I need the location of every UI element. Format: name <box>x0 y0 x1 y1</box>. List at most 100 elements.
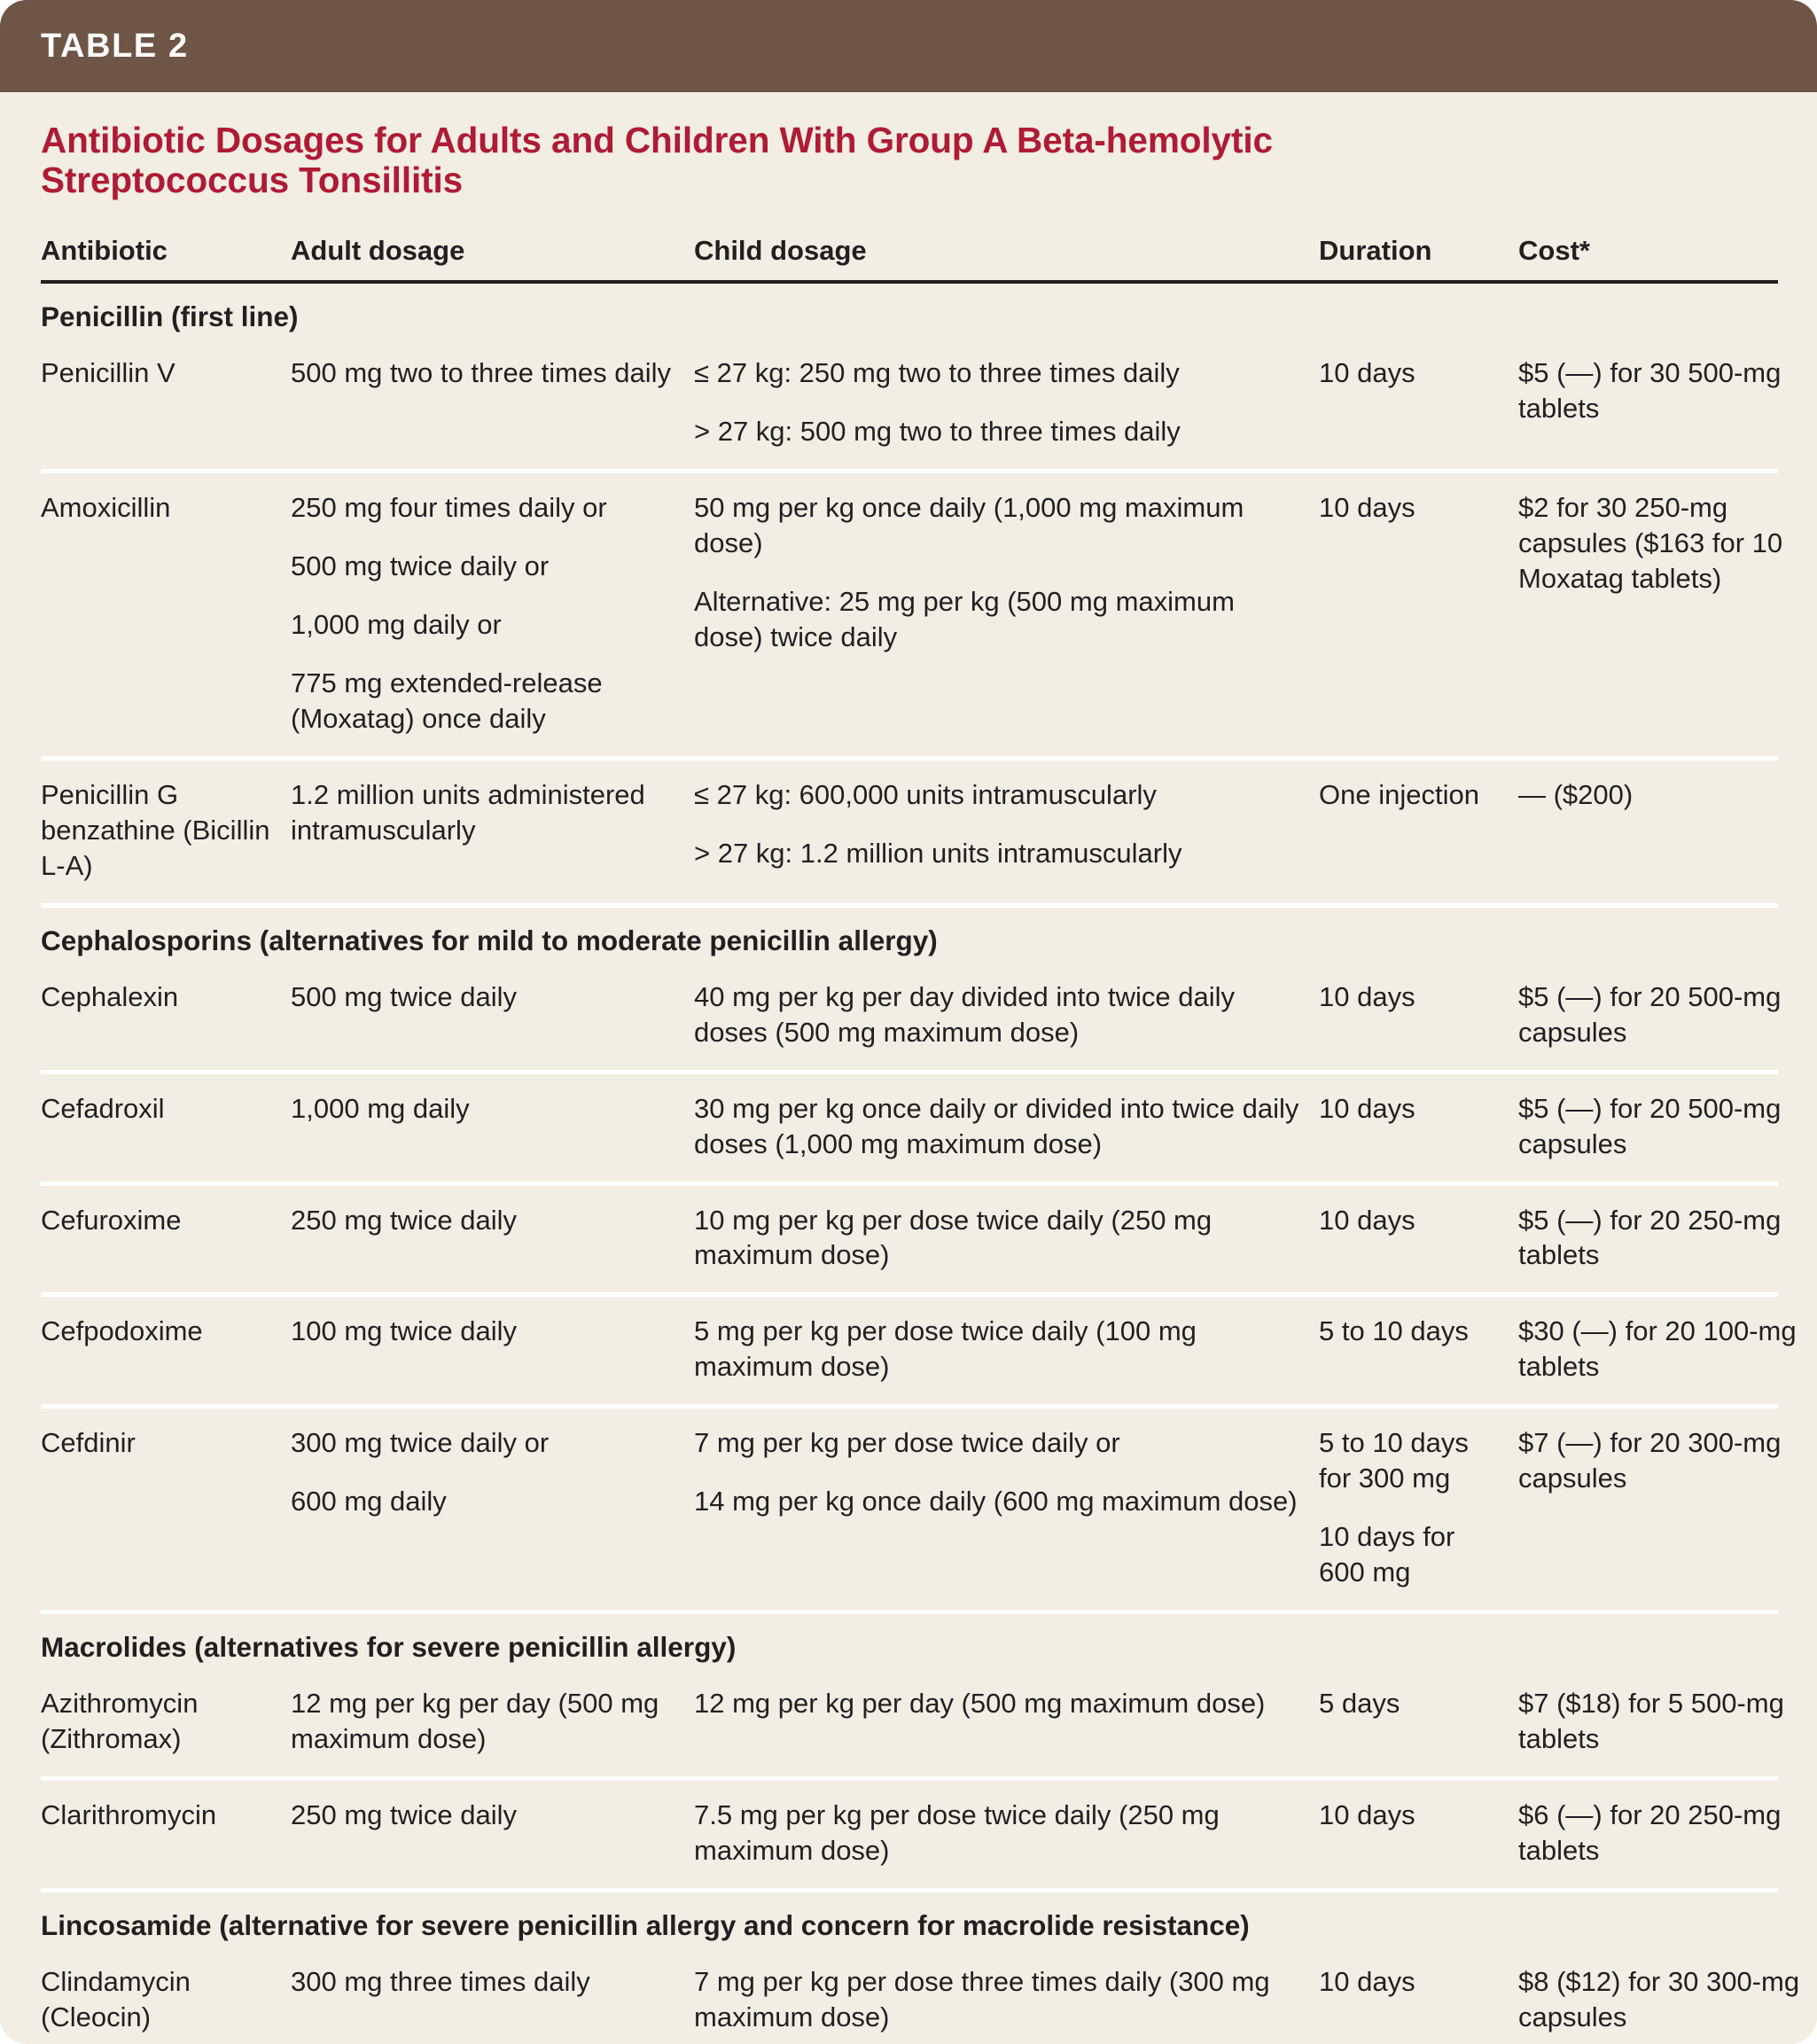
cell-adult-dosage: 250 mg four times daily or 500 mg twice d… <box>291 490 694 737</box>
cell-line: 600 mg daily <box>291 1486 447 1517</box>
cell-duration: One injection <box>1319 777 1518 884</box>
cell-antibiotic: Penicillin G benzathine (Bicillin L-A) <box>41 777 291 884</box>
table-row: Cefuroxime 250 mg twice daily 10 mg per kg… <box>0 1186 1817 1293</box>
cell-adult-dosage: 100 mg twice daily <box>291 1314 694 1385</box>
cell-line: Cefadroxil <box>41 1092 165 1124</box>
cell-line: 10 days for 600 mg <box>1319 1521 1455 1588</box>
cell-duration: 10 days <box>1319 355 1518 449</box>
cell-antibiotic: Cefpodoxime <box>41 1314 291 1385</box>
cell-line: 1.2 million units administered intramusc… <box>291 778 645 846</box>
cell-line: Clarithromycin <box>41 1799 217 1831</box>
cell-child-dosage: 30 mg per kg once daily or divided into … <box>694 1091 1319 1162</box>
cell-child-dosage: 12 mg per kg per day (500 mg maximum dos… <box>694 1686 1319 1757</box>
cell-line: 10 mg per kg per dose twice daily (250 m… <box>694 1204 1213 1271</box>
cell-duration: 10 days <box>1319 979 1518 1050</box>
cell-line: 7 mg per kg per dose three times daily (… <box>694 1966 1270 2033</box>
table-row: Amoxicillin 250 mg four times daily or 500… <box>0 473 1817 756</box>
cell-line: 50 mg per kg once daily (1,000 mg maximu… <box>694 491 1244 558</box>
cell-adult-dosage: 500 mg twice daily <box>291 979 694 1050</box>
cell-line: ≤ 27 kg: 600,000 units intramuscularly <box>694 778 1157 810</box>
cell-line: 250 mg twice daily <box>291 1799 518 1831</box>
cell-line: 10 days <box>1319 356 1415 388</box>
cell-adult-dosage: 500 mg two to three times daily <box>291 355 694 449</box>
cell-line: 10 days <box>1319 491 1415 523</box>
cell-line: ≤ 27 kg: 250 mg two to three times daily <box>694 356 1180 388</box>
cell-duration: 10 days <box>1319 1964 1518 2035</box>
cell-child-dosage: 10 mg per kg per dose twice daily (250 m… <box>694 1203 1319 1274</box>
cell-duration: 5 to 10 days for 300 mg 10 days for 600 m… <box>1319 1425 1518 1590</box>
table-number-label: TABLE 2 <box>41 27 189 65</box>
cell-cost: $8 ($12) for 30 300-mg capsules <box>1518 1964 1817 2035</box>
cell-line: $5 (—) for 20 500-mg capsules <box>1518 980 1782 1048</box>
column-header-adult-dosage: Adult dosage <box>291 234 465 266</box>
table-row: Cephalexin 500 mg twice daily 40 mg per kg… <box>0 963 1817 1070</box>
section-heading: Macrolides (alternatives for severe peni… <box>41 1631 737 1664</box>
table-body: Penicillin (first line) Penicillin V 500 m… <box>0 284 1817 2044</box>
cell-line: 14 mg per kg once daily (600 mg maximum … <box>694 1486 1298 1517</box>
cell-antibiotic: Cephalexin <box>41 979 291 1050</box>
cell-line: 500 mg twice daily or <box>291 550 550 581</box>
cell-line: $6 (—) for 20 250-mg tablets <box>1518 1799 1782 1867</box>
row-divider <box>41 1404 1778 1409</box>
cell-cost: — ($200) <box>1518 777 1817 884</box>
cell-antibiotic: Azithromycin (Zithromax) <box>41 1686 291 1757</box>
cell-line: 40 mg per kg per day divided into twice … <box>694 980 1235 1048</box>
cell-child-dosage: 7 mg per kg per dose three times daily (… <box>694 1964 1319 2035</box>
cell-cost: $7 (—) for 20 300-mg capsules <box>1518 1425 1817 1590</box>
cell-line: Cefdinir <box>41 1427 136 1459</box>
column-header-cost: Cost* <box>1518 234 1590 266</box>
cell-duration: 10 days <box>1319 1091 1518 1162</box>
cell-line: 7.5 mg per kg per dose twice daily (250 … <box>694 1799 1220 1867</box>
cell-adult-dosage: 250 mg twice daily <box>291 1203 694 1274</box>
cell-line: — ($200) <box>1518 778 1634 810</box>
cell-line: One injection <box>1319 778 1479 810</box>
table-row: Cefpodoxime 100 mg twice daily 5 mg per kg… <box>0 1297 1817 1404</box>
cell-line: $5 (—) for 20 500-mg capsules <box>1518 1092 1782 1159</box>
cell-duration: 10 days <box>1319 1798 1518 1868</box>
column-header-antibiotic: Antibiotic <box>41 234 168 266</box>
cell-line: 12 mg per kg per day (500 mg maximum dos… <box>291 1688 659 1755</box>
cell-line: 10 days <box>1319 1799 1415 1831</box>
cell-line: Penicillin G benzathine (Bicillin L-A) <box>41 778 270 881</box>
cell-line: 500 mg twice daily <box>291 980 518 1012</box>
table-row: Clarithromycin 250 mg twice daily 7.5 mg p… <box>0 1781 1817 1888</box>
cell-line: 5 days <box>1319 1688 1400 1720</box>
section-divider <box>41 1610 1778 1615</box>
cell-line: 775 mg extended-release (Moxatag) once d… <box>291 667 603 734</box>
cell-line: $7 (—) for 20 300-mg capsules <box>1518 1427 1782 1494</box>
cell-line: 10 days <box>1319 980 1415 1012</box>
table-row: Azithromycin (Zithromax) 12 mg per kg per… <box>0 1669 1817 1776</box>
header-rule <box>41 279 1778 284</box>
table-row: Penicillin V 500 mg two to three times da… <box>0 339 1817 469</box>
section-heading: Lincosamide (alternative for severe peni… <box>41 1909 1250 1942</box>
section-divider <box>41 902 1778 908</box>
cell-cost: $30 (—) for 20 100-mg tablets <box>1518 1314 1817 1385</box>
cell-child-dosage: 7.5 mg per kg per dose twice daily (250 … <box>694 1798 1319 1868</box>
cell-cost: $5 (—) for 20 250-mg tablets <box>1518 1203 1817 1274</box>
cell-line: 100 mg twice daily <box>291 1315 518 1347</box>
cell-line: 250 mg four times daily or <box>291 491 607 523</box>
table-row: Clindamycin (Cleocin) 300 mg three times … <box>0 1947 1817 2044</box>
cell-line: Clindamycin (Cleocin) <box>41 1966 191 2033</box>
column-header-row: Antibiotic Adult dosage Child dosage Dur… <box>0 235 1817 280</box>
column-header-duration: Duration <box>1319 234 1432 266</box>
cell-adult-dosage: 1,000 mg daily <box>291 1091 694 1162</box>
cell-line: Alternative: 25 mg per kg (500 mg maximu… <box>694 585 1235 652</box>
cell-line: > 27 kg: 1.2 million units intramuscular… <box>694 837 1182 869</box>
section-divider <box>41 1888 1778 1893</box>
cell-adult-dosage: 1.2 million units administered intramusc… <box>291 777 694 884</box>
cell-line: 5 to 10 days for 300 mg <box>1319 1427 1469 1494</box>
cell-line: 12 mg per kg per day (500 mg maximum dos… <box>694 1688 1266 1720</box>
cell-child-dosage: ≤ 27 kg: 250 mg two to three times daily… <box>694 355 1319 449</box>
cell-line: Penicillin V <box>41 356 175 388</box>
cell-child-dosage: 5 mg per kg per dose twice daily (100 mg… <box>694 1314 1319 1385</box>
row-divider <box>41 1292 1778 1298</box>
table-title: Antibiotic Dosages for Adults and Childr… <box>41 120 1273 201</box>
cell-line: 250 mg twice daily <box>291 1204 518 1236</box>
cell-duration: 10 days <box>1319 490 1518 737</box>
cell-antibiotic: Amoxicillin <box>41 490 291 737</box>
cell-line: 30 mg per kg once daily or divided into … <box>694 1092 1299 1159</box>
cell-line: Cefuroxime <box>41 1204 182 1236</box>
cell-line: 500 mg two to three times daily <box>291 356 672 388</box>
